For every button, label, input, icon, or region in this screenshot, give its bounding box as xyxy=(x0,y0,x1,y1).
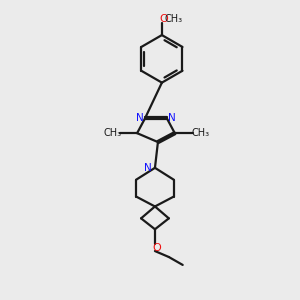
Text: O: O xyxy=(153,243,161,253)
Text: O: O xyxy=(160,14,168,24)
Text: CH₃: CH₃ xyxy=(103,128,122,138)
Text: CH₃: CH₃ xyxy=(191,128,210,138)
Text: CH₃: CH₃ xyxy=(165,14,183,24)
Text: N: N xyxy=(144,163,152,173)
Text: N: N xyxy=(168,113,176,123)
Text: N: N xyxy=(136,113,144,123)
